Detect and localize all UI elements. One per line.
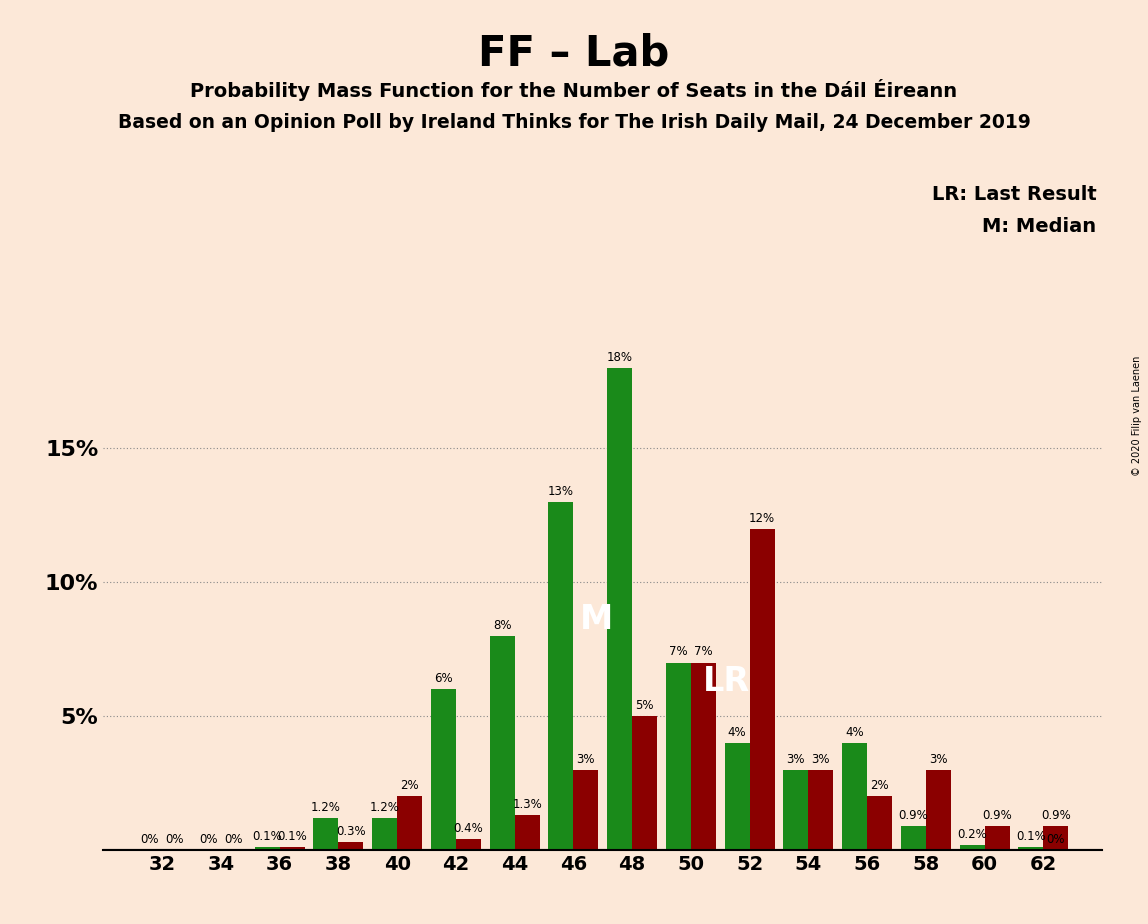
Text: 13%: 13% [548,485,574,498]
Text: 3%: 3% [786,753,805,766]
Bar [607,368,633,850]
Bar [489,636,514,850]
Text: 1.3%: 1.3% [512,798,542,811]
Text: 2%: 2% [870,780,889,793]
Text: 0.9%: 0.9% [983,808,1011,822]
Text: 12%: 12% [748,512,775,525]
Text: 6%: 6% [434,673,452,686]
Bar [901,826,925,850]
Text: 8%: 8% [492,619,511,632]
Text: 0%: 0% [1047,833,1065,846]
Text: 0%: 0% [224,833,242,846]
Text: 4%: 4% [845,726,864,739]
Bar [925,770,951,850]
Bar [750,529,775,850]
Bar [691,663,716,850]
Bar [960,845,985,850]
Bar [985,826,1009,850]
Text: 0.1%: 0.1% [277,831,307,844]
Bar [633,716,657,850]
Text: 1.2%: 1.2% [370,801,400,814]
Bar [573,770,598,850]
Text: 0.3%: 0.3% [336,825,365,838]
Text: 3%: 3% [812,753,830,766]
Bar [783,770,808,850]
Text: 3%: 3% [929,753,947,766]
Text: 0.2%: 0.2% [957,828,987,841]
Text: 3%: 3% [576,753,595,766]
Text: 0%: 0% [140,833,158,846]
Text: 4%: 4% [728,726,746,739]
Text: 5%: 5% [635,699,654,712]
Bar [397,796,422,850]
Bar [514,815,540,850]
Text: 0.1%: 0.1% [1016,831,1046,844]
Text: 0.4%: 0.4% [453,822,483,835]
Bar [280,847,304,850]
Text: M: M [580,603,613,636]
Bar [549,502,573,850]
Bar [339,842,363,850]
Text: M: Median: M: Median [983,217,1096,237]
Bar [313,818,339,850]
Text: Based on an Opinion Poll by Ireland Thinks for The Irish Daily Mail, 24 December: Based on an Opinion Poll by Ireland Thin… [117,113,1031,132]
Text: FF – Lab: FF – Lab [479,32,669,74]
Text: 2%: 2% [401,780,419,793]
Bar [1018,847,1044,850]
Text: 0%: 0% [199,833,218,846]
Bar [372,818,397,850]
Bar [867,796,892,850]
Text: 0.9%: 0.9% [899,808,929,822]
Bar [456,839,481,850]
Text: 0.9%: 0.9% [1041,808,1071,822]
Text: 7%: 7% [695,646,713,659]
Text: LR: Last Result: LR: Last Result [931,185,1096,204]
Text: LR: LR [703,664,750,698]
Bar [808,770,833,850]
Text: 18%: 18% [606,351,633,364]
Text: 1.2%: 1.2% [311,801,341,814]
Text: Probability Mass Function for the Number of Seats in the Dáil Éireann: Probability Mass Function for the Number… [191,79,957,101]
Text: 7%: 7% [669,646,688,659]
Bar [724,743,750,850]
Text: 0.1%: 0.1% [253,831,282,844]
Bar [1044,826,1069,850]
Bar [843,743,867,850]
Text: 0%: 0% [165,833,184,846]
Text: © 2020 Filip van Laenen: © 2020 Filip van Laenen [1132,356,1142,476]
Bar [666,663,691,850]
Bar [255,847,280,850]
Bar [430,689,456,850]
